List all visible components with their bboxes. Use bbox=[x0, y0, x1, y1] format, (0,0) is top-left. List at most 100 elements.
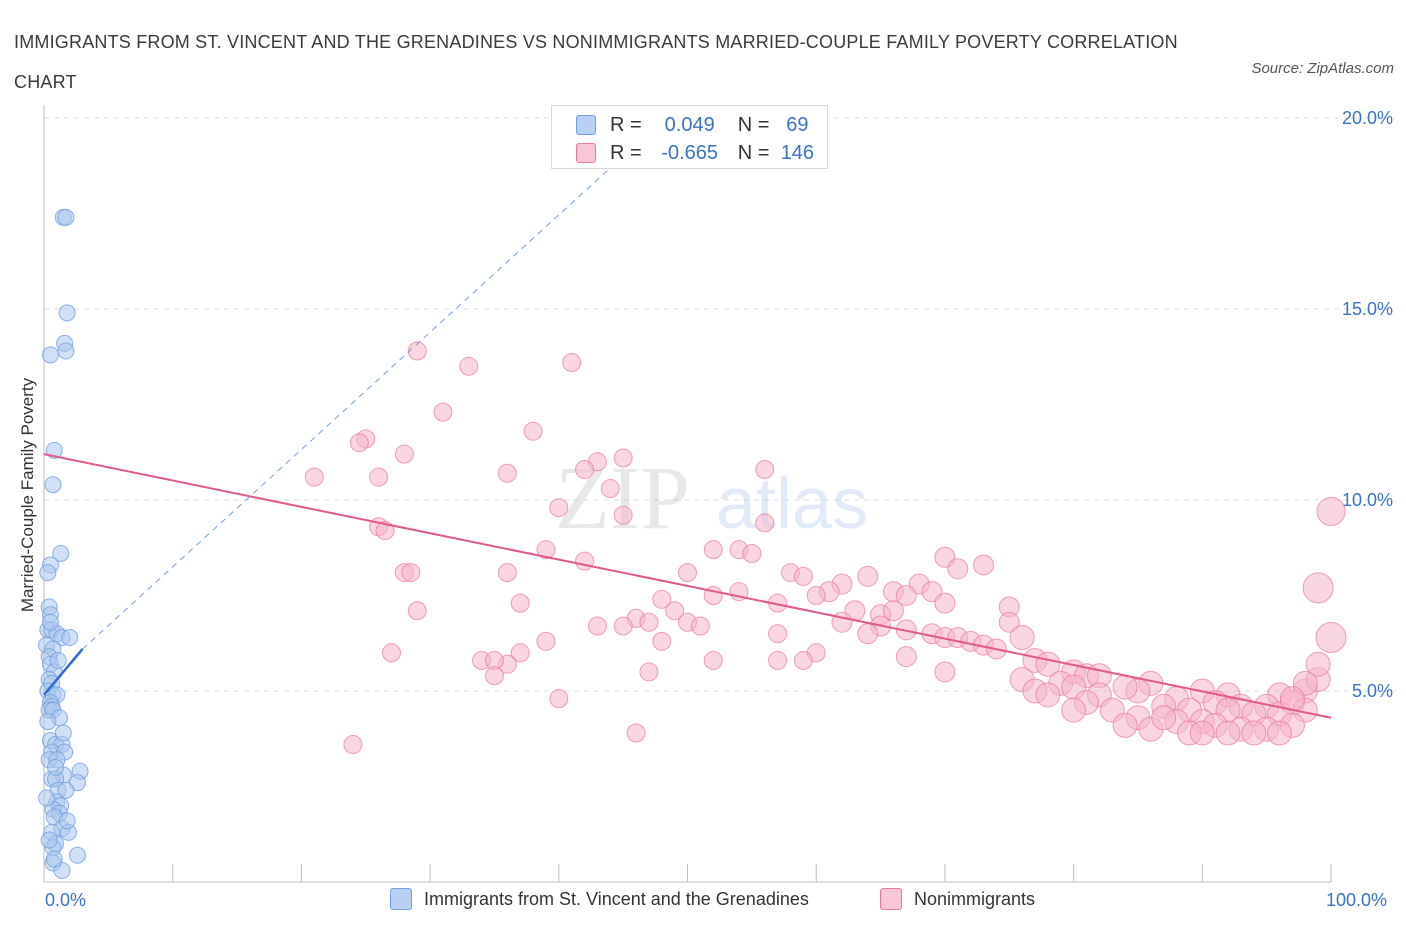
legend-swatch-blue bbox=[576, 115, 596, 135]
x-axis-min-label: 0.0% bbox=[45, 890, 87, 910]
y-tick-label: 5.0% bbox=[1352, 681, 1393, 701]
legend-n-value: 146 bbox=[780, 141, 815, 164]
nonimmigrants-point bbox=[459, 356, 479, 376]
nonimmigrants-point bbox=[510, 593, 530, 613]
immigrants-point bbox=[45, 850, 63, 868]
nonimmigrants-point bbox=[690, 616, 710, 636]
legend-swatch-pink bbox=[576, 143, 596, 163]
bottom-legend-swatch-blue bbox=[390, 888, 412, 910]
nonimmigrants-point bbox=[947, 558, 969, 580]
y-axis-label: Married-Couple Family Poverty bbox=[18, 377, 37, 613]
nonimmigrants-point bbox=[401, 563, 421, 583]
nonimmigrants-point bbox=[1035, 682, 1061, 708]
nonimmigrants-point bbox=[497, 563, 517, 583]
nonimmigrants-point bbox=[768, 624, 788, 644]
nonimmigrants-point bbox=[433, 402, 453, 422]
immigrants-point bbox=[52, 544, 70, 562]
nonimmigrants-point bbox=[1112, 674, 1138, 700]
nonimmigrants-point bbox=[768, 650, 788, 670]
immigrants-point bbox=[41, 346, 59, 364]
legend-r-value: -0.665 bbox=[661, 141, 719, 164]
nonimmigrants-point bbox=[562, 352, 582, 372]
nonimmigrants-point bbox=[998, 611, 1020, 633]
nonimmigrants-point bbox=[375, 521, 395, 541]
immigrants-point bbox=[54, 724, 72, 742]
nonimmigrants-point bbox=[536, 540, 556, 560]
chart-source: Source: ZipAtlas.com bbox=[1251, 60, 1394, 77]
nonimmigrants-point bbox=[304, 467, 324, 487]
nonimmigrants-point bbox=[1302, 572, 1334, 604]
chart-title: IMMIGRANTS FROM ST. VINCENT AND THE GREN… bbox=[14, 32, 1178, 92]
immigrants-point bbox=[47, 758, 65, 776]
immigrants-point bbox=[38, 789, 56, 807]
y-tick-label: 15.0% bbox=[1342, 299, 1393, 319]
y-tick-label: 10.0% bbox=[1342, 490, 1393, 510]
legend-r-label: R = bbox=[610, 113, 642, 136]
nonimmigrants-point bbox=[639, 662, 659, 682]
immigrants-point bbox=[58, 304, 76, 322]
nonimmigrants-point bbox=[895, 646, 917, 668]
nonimmigrants-point bbox=[549, 689, 569, 709]
nonimmigrants-point bbox=[381, 643, 401, 663]
nonimmigrants-point bbox=[1112, 712, 1138, 738]
watermark-atlas: atlas bbox=[716, 464, 868, 544]
immigrants-point bbox=[39, 713, 57, 731]
nonimmigrants-point bbox=[484, 666, 504, 686]
nonimmigrants-point bbox=[1305, 651, 1331, 677]
correlation-legend: R = 0.049 N = 69 R = -0.665 N = 146 bbox=[551, 105, 828, 169]
nonimmigrants-point bbox=[523, 421, 543, 441]
nonimmigrants-point bbox=[613, 448, 633, 468]
nonimmigrants-point bbox=[755, 513, 775, 533]
nonimmigrants-point bbox=[497, 463, 517, 483]
immigrants-trend-extension bbox=[82, 155, 624, 650]
immigrants-point bbox=[57, 781, 75, 799]
immigrants-point bbox=[39, 564, 57, 582]
nonimmigrants-point bbox=[626, 723, 646, 743]
nonimmigrants-points bbox=[304, 341, 1347, 754]
nonimmigrants-point bbox=[703, 650, 723, 670]
nonimmigrants-point bbox=[369, 467, 389, 487]
nonimmigrants-point bbox=[934, 592, 956, 614]
nonimmigrants-point bbox=[394, 444, 414, 464]
nonimmigrants-point bbox=[755, 459, 775, 479]
nonimmigrants-point bbox=[1316, 496, 1346, 526]
immigrants-point bbox=[49, 651, 67, 669]
nonimmigrants-point bbox=[407, 341, 427, 361]
bottom-legend-label-immigrants: Immigrants from St. Vincent and the Gren… bbox=[424, 888, 809, 909]
nonimmigrants-point bbox=[665, 601, 685, 621]
nonimmigrants-point bbox=[857, 565, 879, 587]
nonimmigrants-point bbox=[536, 631, 556, 651]
nonimmigrants-point bbox=[1241, 720, 1267, 746]
nonimmigrants-point bbox=[575, 551, 595, 571]
nonimmigrants-point bbox=[652, 589, 672, 609]
immigrants-point bbox=[57, 208, 75, 226]
immigrants-point bbox=[45, 441, 63, 459]
nonimmigrants-point bbox=[549, 498, 569, 518]
nonimmigrants-point bbox=[882, 600, 904, 622]
nonimmigrants-point bbox=[349, 433, 369, 453]
bottom-legend-nonimmigrants: Nonimmigrants bbox=[880, 888, 1035, 910]
nonimmigrants-point bbox=[407, 601, 427, 621]
nonimmigrants-point bbox=[806, 586, 826, 605]
legend-n-label: N = bbox=[737, 141, 770, 164]
legend-row-nonimmigrants: R = -0.665 N = 146 bbox=[576, 141, 825, 165]
immigrants-trend-line bbox=[43, 648, 84, 696]
immigrants-point bbox=[61, 629, 79, 647]
nonimmigrants-point bbox=[678, 563, 697, 583]
nonimmigrants-point bbox=[600, 479, 620, 499]
bottom-legend-label-nonimmigrants: Nonimmigrants bbox=[914, 888, 1036, 909]
nonimmigrants-trend-line bbox=[43, 453, 1332, 719]
nonimmigrants-point bbox=[934, 661, 956, 683]
y-tick-label: 20.0% bbox=[1342, 108, 1393, 128]
nonimmigrants-point bbox=[1279, 686, 1305, 712]
y-tick-labels: 5.0% 10.0% 15.0% 20.0% bbox=[1342, 108, 1393, 701]
immigrants-point bbox=[40, 831, 58, 849]
immigrants-point bbox=[57, 342, 75, 360]
nonimmigrants-point bbox=[1215, 720, 1241, 746]
nonimmigrants-point bbox=[613, 505, 633, 525]
nonimmigrants-point bbox=[1151, 705, 1177, 731]
legend-row-immigrants: R = 0.049 N = 69 bbox=[576, 113, 825, 137]
immigrants-points bbox=[38, 208, 89, 880]
bottom-legend-immigrants: Immigrants from St. Vincent and the Gren… bbox=[390, 888, 809, 910]
